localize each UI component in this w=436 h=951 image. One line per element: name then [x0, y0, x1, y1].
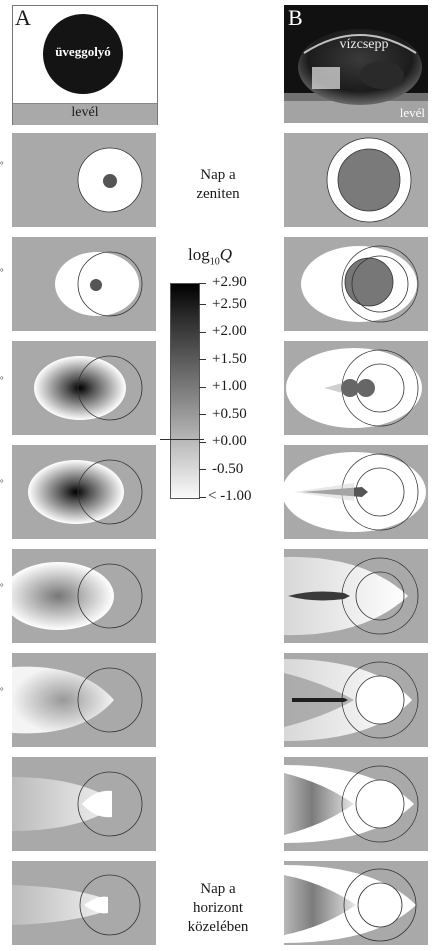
drop-panel-1	[284, 133, 428, 227]
drop-panel-4	[284, 445, 428, 539]
leaf-label-a: levél	[71, 105, 99, 120]
colorbar-tick-mark	[199, 304, 206, 306]
sphere-panel-4	[12, 445, 156, 539]
side-mark-4: °	[0, 478, 4, 488]
sphere-panel-7	[12, 757, 156, 851]
colorbar-tick-label: -0.50	[212, 460, 244, 477]
colorbar-tick-mark	[199, 414, 206, 416]
sphere-panel-3	[12, 341, 156, 435]
glass-sphere	[43, 14, 123, 94]
colorbar-tick-mark	[199, 469, 206, 471]
caption-top-line-2: zeniten	[196, 186, 240, 202]
colorbar-tick-label: +0.50	[212, 405, 247, 422]
drop-panel-6	[284, 653, 428, 747]
side-mark-5: °	[0, 582, 4, 592]
colorbar-tick-label: +2.90	[212, 274, 247, 290]
colorbar-tick-mark	[199, 331, 206, 333]
colorbar-tick-label: +2.50	[212, 295, 247, 312]
sphere-panel-1	[12, 133, 156, 227]
leaf-strip	[13, 103, 157, 125]
colorbar-tick-label: < -1.00	[208, 488, 252, 504]
side-mark-6: °	[0, 686, 4, 696]
colorbar-title-sub: 10	[209, 256, 220, 268]
colorbar-tick-mark	[199, 359, 206, 361]
colorbar-tick-label: +1.50	[212, 350, 247, 367]
drop-panel-2	[284, 237, 428, 331]
caption-bottom-line-1: Nap a	[200, 881, 236, 897]
caption-bottom-line-2: horizont	[193, 900, 243, 916]
caption-top-line-1: Nap a	[200, 167, 236, 183]
colorbar-zero-line	[160, 439, 204, 440]
colorbar-tick-label: +1.00	[212, 378, 247, 395]
side-mark-3: °	[0, 375, 4, 385]
caption-bottom-line-3: közelében	[187, 919, 249, 935]
caption-sun-at-zenith: Nap a zeniten	[163, 166, 273, 204]
side-mark-2: °	[0, 267, 4, 277]
water-drop-photo	[284, 5, 428, 123]
sphere-panel-2	[12, 237, 156, 331]
sphere-focus-panels	[12, 133, 156, 945]
colorbar-tick-mark	[199, 441, 206, 443]
glass-sphere-label: üveggolyó	[55, 44, 111, 59]
colorbar-title-log: log	[188, 245, 210, 264]
sphere-panel-6	[12, 653, 156, 747]
colorbar-tick-mark	[199, 282, 206, 284]
panel-b: B vízcsepp levél	[284, 5, 428, 123]
water-drop-label: vízcsepp	[339, 37, 389, 52]
drop-panel-3	[284, 341, 428, 435]
colorbar-tick-mark	[199, 496, 206, 498]
caption-sun-near-horizon: Nap a horizont közelében	[163, 880, 273, 937]
colorbar-title-var: Q	[219, 245, 233, 264]
colorbar-title: log10Q	[188, 245, 232, 267]
panel-b-letter: B	[288, 5, 303, 30]
panel-a: A üveggolyó levél	[12, 5, 158, 125]
colorbar-tick-mark	[199, 386, 206, 388]
side-mark-1: °	[0, 160, 4, 170]
drop-panel-5	[284, 549, 428, 643]
sphere-panel-8	[12, 861, 156, 945]
drop-panel-7	[284, 757, 428, 851]
sphere-panel-5	[12, 549, 156, 643]
colorbar-tick-label: +2.00	[212, 323, 247, 340]
leaf-label-b: levél	[399, 105, 425, 120]
colorbar-tick-label: +0.00	[212, 433, 247, 450]
drop-panel-8	[284, 861, 428, 945]
drop-focus-panels	[284, 133, 428, 945]
colorbar	[170, 283, 200, 499]
panel-a-letter: A	[15, 5, 31, 30]
